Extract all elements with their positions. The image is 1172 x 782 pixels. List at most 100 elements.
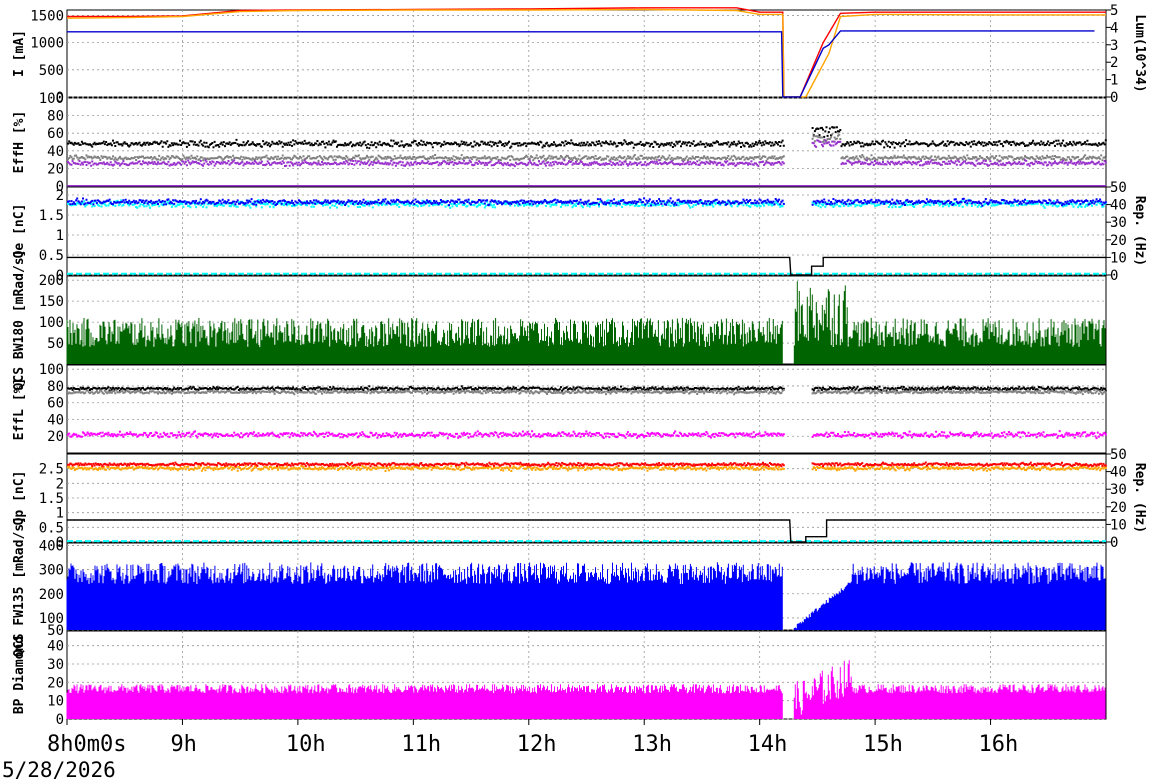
y-tick-label: 500 <box>39 63 64 79</box>
y-tick-label: 1.5 <box>39 491 64 507</box>
y-tick-label: 1.5 <box>39 208 64 224</box>
y-tick-label: 150 <box>39 294 64 310</box>
series-rep_rate <box>67 519 1106 543</box>
y2-tick-label: 4 <box>1110 20 1118 36</box>
plot-area <box>67 461 1107 543</box>
series-eff_her_gray <box>67 133 1107 162</box>
series-qcs_bw180 <box>66 281 1106 364</box>
series-q_e_blue <box>67 197 1107 207</box>
panel-frame <box>66 364 1107 454</box>
panel-4: 50 100 150 200 QCS BW180 [mRad/s] <box>12 250 1107 391</box>
series-eff_ler_black <box>67 385 1107 392</box>
x-tick-label: 13h <box>632 732 672 757</box>
series-eff_her_purple <box>67 139 1107 168</box>
panel-frame <box>66 9 1107 98</box>
y2-tick-label: 0 <box>1110 535 1118 551</box>
y-axis-title: Qp [nC] <box>12 471 27 526</box>
y-tick-label: 40 <box>47 412 64 428</box>
y-tick-label: 2 <box>56 476 64 492</box>
y-axis-title: QCS FW135 [mRad/s] <box>12 516 27 657</box>
series-eff_ler_magenta <box>67 430 1107 440</box>
y2-tick-label: 30 <box>1110 215 1127 231</box>
y2-tick-label: 2 <box>1110 55 1118 71</box>
y-tick-label: 1000 <box>30 36 64 52</box>
y-tick-label: 50 <box>47 623 64 639</box>
plot-area <box>66 562 1106 630</box>
x-tick-label: 14h <box>748 732 788 757</box>
y2-tick-label: 10 <box>1110 517 1127 533</box>
x-tick-label: 12h <box>517 732 557 757</box>
y2-tick-label: 0 <box>1110 90 1118 106</box>
y2-axis-title: Lum(10^34) <box>1132 14 1147 92</box>
y2-tick-label: 5 <box>1110 3 1118 19</box>
y-tick-label: 200 <box>39 587 64 603</box>
y-tick-label: 1 <box>56 506 64 522</box>
x-tick-label: 15h <box>863 732 903 757</box>
y-tick-label: 300 <box>39 563 64 579</box>
date-label: 5/28/2026 <box>2 758 116 782</box>
y2-tick-label: 3 <box>1110 38 1118 54</box>
y2-tick-label: 40 <box>1110 198 1127 214</box>
y2-tick-label: 1 <box>1110 73 1118 89</box>
plot-area <box>67 197 1107 276</box>
y-tick-label: 0 <box>56 535 64 551</box>
series-q_p_red <box>67 461 1107 468</box>
y-axis-title: EffL [%] <box>12 378 27 441</box>
x-tick-label: 11h <box>401 732 441 757</box>
plot-area <box>67 126 1107 187</box>
series-q_p_orange <box>67 464 1107 472</box>
y-tick-label: 100 <box>39 362 64 378</box>
y-tick-label: 0.5 <box>39 520 64 536</box>
panel-8: 0 10 20 30 40 BP Diamond <box>12 630 1107 728</box>
y-tick-label: 40 <box>47 144 64 160</box>
y-tick-label: 60 <box>47 126 64 142</box>
y-tick-label: 80 <box>47 109 64 125</box>
y-tick-label: 2 <box>56 188 64 204</box>
series-eff_her_black <box>67 126 1107 150</box>
series-luminosity <box>67 30 1095 98</box>
series-her_current <box>67 7 1106 98</box>
y-tick-label: 1500 <box>30 8 64 24</box>
y-tick-label: 0 <box>56 90 64 106</box>
series-qcs_fw135 <box>66 562 1106 630</box>
y-axis-title: QCS BW180 [mRad/s] <box>12 250 27 391</box>
series-eff_ler_gray <box>67 388 1107 396</box>
y-axis-title: Qe [nC] <box>12 204 27 259</box>
plot-area <box>67 385 1107 440</box>
y-tick-label: 20 <box>47 429 64 445</box>
y-axis-title: BP Diamond <box>12 636 27 714</box>
series-rep_rate <box>67 256 1106 276</box>
y2-tick-label: 20 <box>1110 233 1127 249</box>
x-tick-label: 10h <box>286 732 326 757</box>
y-tick-label: 10 <box>47 694 64 710</box>
y-tick-label: 80 <box>47 379 64 395</box>
y2-tick-label: 20 <box>1110 500 1127 516</box>
y-tick-label: 100 <box>39 315 64 331</box>
y-axis-title: EffH [%] <box>12 111 27 174</box>
plot-area <box>66 660 1106 719</box>
y-tick-label: 2.5 <box>39 462 64 478</box>
y-tick-label: 0 <box>56 712 64 728</box>
y-tick-label: 100 <box>39 611 64 627</box>
y-tick-label: 30 <box>47 657 64 673</box>
y-tick-label: 200 <box>39 273 64 289</box>
y-tick-label: 50 <box>47 336 64 352</box>
panel-frame <box>66 186 1107 276</box>
x-tick-label: 9h <box>170 732 197 757</box>
y-tick-label: 0 <box>56 268 64 284</box>
y-tick-label: 20 <box>47 675 64 691</box>
y-tick-label: 1 <box>56 228 64 244</box>
y2-axis-title: Rep. (Hz) <box>1132 463 1147 533</box>
y2-axis-title: Rep. (Hz) <box>1132 196 1147 266</box>
series-bp_diamond <box>66 660 1106 719</box>
y-axis-title: I [mA] <box>12 30 27 77</box>
y-tick-label: 100 <box>39 91 64 107</box>
plot-area <box>66 281 1106 364</box>
